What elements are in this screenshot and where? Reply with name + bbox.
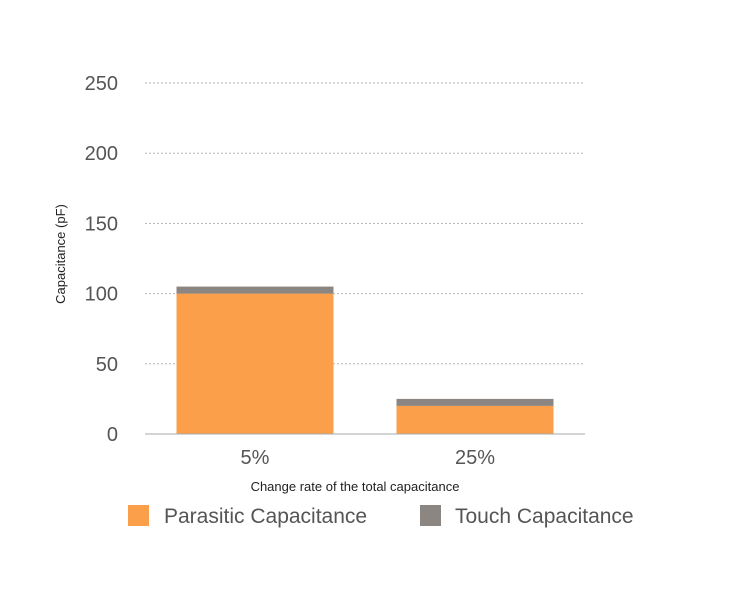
legend-label: Parasitic Capacitance [164, 505, 367, 528]
y-axis-title: Capacitance (pF) [53, 204, 68, 304]
legend-label: Touch Capacitance [455, 505, 634, 528]
bar-touch-1 [396, 398, 554, 406]
bar-parasitic-1 [396, 405, 554, 434]
y-tick-label: 50 [96, 354, 118, 376]
x-tick-label: 5% [241, 447, 270, 469]
bar-touch-0 [176, 286, 334, 294]
legend-swatch [128, 505, 149, 526]
y-tick-label: 0 [107, 424, 118, 446]
y-tick-label: 200 [85, 143, 118, 165]
bar-parasitic-0 [176, 293, 334, 434]
x-tick-label: 25% [455, 447, 495, 469]
y-tick-labels: 0 50 100 150 200 250 [85, 73, 118, 446]
bars [176, 286, 554, 434]
y-tick-label: 250 [85, 73, 118, 95]
x-axis-title: Change rate of the total capacitance [251, 479, 460, 494]
x-tick-labels: 5% 25% [241, 447, 496, 469]
legend-swatch [420, 505, 441, 526]
y-tick-label: 100 [85, 284, 118, 306]
legend: Parasitic Capacitance Touch Capacitance [128, 505, 634, 528]
y-tick-label: 150 [85, 213, 118, 235]
